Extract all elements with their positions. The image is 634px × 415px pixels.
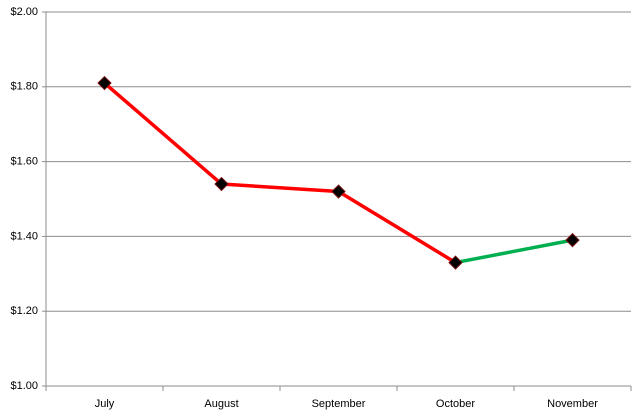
y-tick-label: $1.80: [10, 81, 38, 93]
marker: [214, 176, 229, 192]
marker: [565, 232, 580, 248]
line-segment: [336, 189, 458, 265]
y-tick-label: $1.60: [10, 156, 38, 168]
x-tick-label: November: [547, 398, 598, 410]
x-tick-label: July: [95, 398, 115, 410]
x-tick-label: September: [312, 398, 366, 410]
x-tick-label: October: [436, 398, 475, 410]
y-tick-label: $1.20: [10, 305, 38, 317]
line-segment: [453, 238, 575, 265]
x-tick-label: August: [204, 398, 238, 410]
marker: [331, 184, 346, 199]
y-tick-label: $2.00: [10, 6, 38, 18]
line-segment: [102, 81, 224, 186]
y-tick-label: $1.40: [10, 230, 38, 242]
marker: [448, 255, 463, 270]
line-segment: [219, 182, 341, 194]
y-tick-label: $1.00: [10, 380, 38, 392]
marker: [97, 75, 112, 91]
